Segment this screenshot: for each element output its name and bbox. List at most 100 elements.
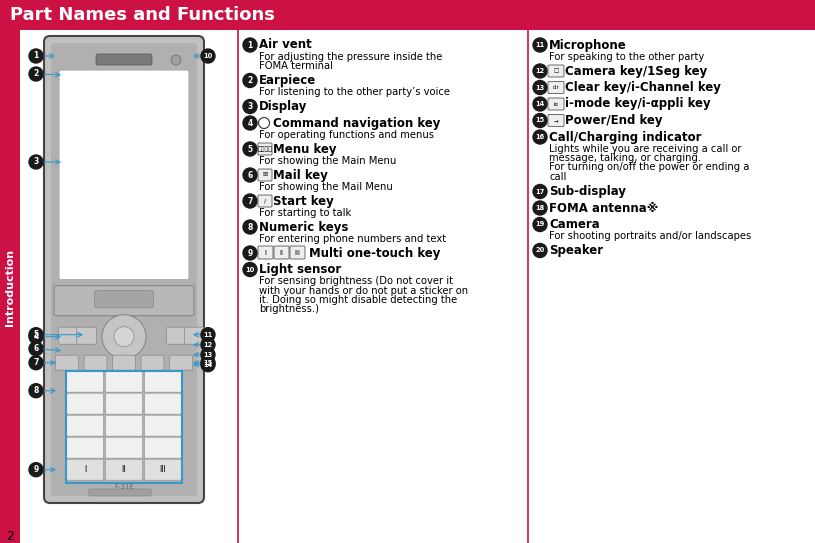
FancyBboxPatch shape [77,327,96,344]
Circle shape [533,80,547,94]
Text: 20: 20 [535,248,544,254]
Text: For turning on/off the power or ending a: For turning on/off the power or ending a [549,162,749,173]
Text: For showing the Mail Menu: For showing the Mail Menu [259,181,393,192]
Circle shape [243,99,257,113]
Circle shape [201,356,215,370]
FancyBboxPatch shape [44,36,204,503]
Circle shape [171,55,181,65]
FancyBboxPatch shape [59,327,78,344]
Text: 6: 6 [33,344,38,353]
FancyBboxPatch shape [166,327,187,344]
Text: call: call [549,172,566,182]
Text: F-31E: F-31E [114,484,134,490]
FancyBboxPatch shape [170,355,192,370]
Circle shape [201,327,215,342]
Text: 7: 7 [33,358,38,367]
Text: 8: 8 [33,386,38,395]
FancyBboxPatch shape [96,54,152,65]
Text: Command navigation key: Command navigation key [273,117,440,129]
Text: 3: 3 [248,102,253,111]
Circle shape [243,38,257,52]
Text: 13: 13 [535,85,544,91]
Circle shape [29,327,43,342]
Text: Earpiece: Earpiece [259,74,316,87]
Circle shape [533,201,547,215]
Text: 2: 2 [6,531,14,543]
FancyBboxPatch shape [144,371,182,392]
Text: For shooting portraits and/or landscapes: For shooting portraits and/or landscapes [549,231,751,241]
Text: Part Names and Functions: Part Names and Functions [10,6,275,24]
Text: /: / [264,199,266,204]
Circle shape [533,243,547,257]
Circle shape [201,338,215,352]
Text: For speaking to the other party: For speaking to the other party [549,52,704,61]
Text: 14: 14 [204,362,213,368]
Text: Camera: Camera [549,218,600,231]
Text: 2: 2 [248,76,253,85]
Text: II: II [280,250,284,256]
Circle shape [201,348,215,362]
FancyBboxPatch shape [51,43,197,496]
FancyBboxPatch shape [258,143,272,155]
Text: メニュー: メニュー [258,146,272,152]
FancyBboxPatch shape [290,246,305,259]
Circle shape [201,358,215,372]
FancyBboxPatch shape [144,415,182,436]
Circle shape [29,330,43,344]
Text: 2: 2 [33,70,38,79]
Text: 15: 15 [535,117,544,123]
FancyBboxPatch shape [54,286,194,315]
Text: 3: 3 [33,157,38,167]
Text: Camera key/1Seg key: Camera key/1Seg key [565,65,707,78]
Text: I: I [265,250,267,256]
Circle shape [201,49,215,63]
Circle shape [533,130,547,144]
Circle shape [243,262,257,276]
Circle shape [102,315,146,359]
Text: III: III [294,250,301,256]
Text: ✉: ✉ [262,173,267,178]
Circle shape [243,73,257,87]
Circle shape [243,142,257,156]
FancyBboxPatch shape [67,393,104,414]
Circle shape [29,356,43,370]
FancyBboxPatch shape [67,459,104,480]
Circle shape [243,246,257,260]
Text: FOMA terminal: FOMA terminal [259,61,333,71]
Text: Sub-display: Sub-display [549,185,626,198]
Text: 1: 1 [33,52,38,60]
Circle shape [533,64,547,78]
Text: I: I [84,465,86,474]
Text: 4: 4 [33,332,38,341]
Circle shape [114,327,134,346]
FancyBboxPatch shape [112,355,135,370]
Text: Air vent: Air vent [259,39,312,52]
FancyBboxPatch shape [144,459,182,480]
Text: 1: 1 [248,41,253,49]
Text: Display: Display [259,100,307,113]
FancyBboxPatch shape [67,437,104,458]
Text: 11: 11 [535,42,544,48]
Text: 10: 10 [204,53,213,59]
Text: 5: 5 [33,330,38,339]
Circle shape [29,463,43,477]
Text: Speaker: Speaker [549,244,603,257]
FancyBboxPatch shape [105,393,143,414]
Text: 9: 9 [33,465,38,474]
FancyBboxPatch shape [0,30,20,543]
Text: Mail key: Mail key [273,168,328,181]
Text: For operating functions and menus: For operating functions and menus [259,129,434,140]
Text: For sensing brightness (Do not cover it: For sensing brightness (Do not cover it [259,276,453,286]
Text: Introduction: Introduction [5,249,15,326]
FancyBboxPatch shape [258,169,272,181]
Circle shape [533,218,547,231]
Text: 14: 14 [535,101,544,107]
FancyBboxPatch shape [55,355,78,370]
FancyBboxPatch shape [59,70,189,280]
Text: →: → [553,118,558,123]
FancyBboxPatch shape [258,246,273,259]
Text: □: □ [553,68,558,73]
Circle shape [533,113,547,128]
Text: 7: 7 [247,197,253,205]
FancyBboxPatch shape [144,437,182,458]
